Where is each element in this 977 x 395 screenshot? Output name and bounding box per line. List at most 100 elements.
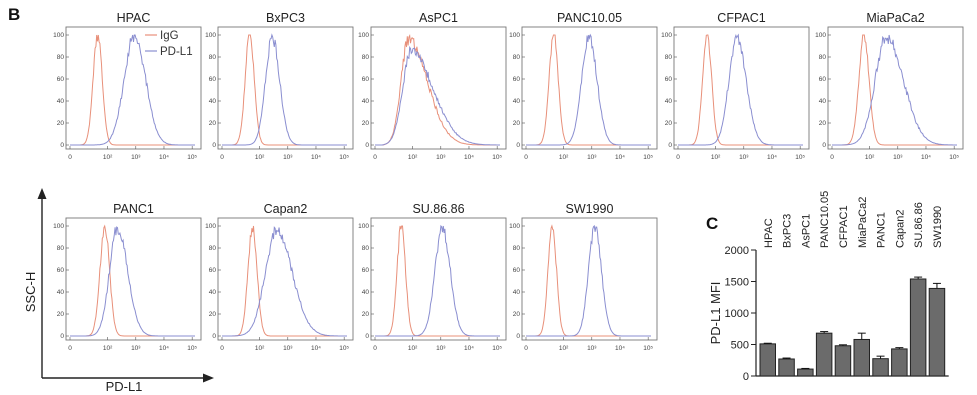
x-tick-label: 10² [408, 154, 418, 161]
y-tick-label: 80 [209, 245, 217, 252]
y-tick-label: 100 [205, 223, 216, 230]
x-tick-label: 10⁴ [464, 154, 474, 161]
histogram-curve-igg-sw1990 [526, 224, 651, 337]
histogram-legend: IgG PD-L1 [145, 30, 193, 58]
y-tick-label: 0 [365, 333, 369, 340]
x-tick-label: 10⁴ [311, 154, 321, 161]
y-tick-label: 100 [358, 223, 369, 230]
x-tick-label: 0 [68, 345, 72, 352]
x-tick-label: 10⁵ [643, 345, 653, 352]
x-tick-label: 0 [68, 154, 72, 161]
histogram-panc10-05: PANC10.05 0 20 40 60 80 100 0 10² 10³ 10⁴ 10⁵ [509, 11, 658, 161]
histogram-cfpac1: CFPAC1 0 20 40 60 80 100 0 10² 10³ 10⁴ 10⁵ [661, 11, 810, 161]
bar-miapaca2 [853, 338, 870, 377]
bar-category-label-sw1990: SW1990 [932, 206, 944, 248]
x-tick-label: 10³ [893, 154, 903, 161]
y-tick-label: 60 [362, 267, 370, 274]
y-tick-label: 0 [516, 333, 520, 340]
bar-category-label-panc1: PANC1 [876, 212, 888, 248]
x-tick-label: 10⁴ [615, 154, 625, 161]
x-tick-label: 0 [220, 345, 224, 352]
y-tick-label: 20 [665, 120, 673, 127]
histogram-curve-pd-l1-aspc1 [375, 45, 500, 146]
bar-capan2 [891, 348, 908, 377]
bar-category-label-bxpc3: BxPC3 [782, 214, 794, 248]
y-tick-label: 60 [362, 76, 370, 83]
y-tick-label: 60 [665, 76, 673, 83]
y-tick-label: 80 [209, 54, 217, 61]
bar-category-label-su-86-86: SU.86.86 [913, 202, 925, 248]
y-tick-label: 100 [661, 32, 672, 39]
histogram-curve-igg-panc10-05 [526, 34, 651, 146]
histogram-curve-pd-l1-capan2 [222, 226, 347, 337]
histogram-frame-bxpc3 [217, 26, 354, 150]
x-tick-label: 10⁵ [949, 154, 959, 161]
y-tick-label: 100 [815, 32, 826, 39]
bar-y-tick-label: 2000 [725, 245, 749, 257]
y-tick-label: 0 [516, 142, 520, 149]
x-tick-label: 10⁴ [921, 154, 931, 161]
y-tick-label: 0 [212, 333, 216, 340]
y-tick-label: 60 [57, 76, 65, 83]
y-tick-label: 60 [513, 76, 521, 83]
y-tick-label: 40 [57, 289, 65, 296]
histogram-title-panc1: PANC1 [113, 202, 154, 216]
x-tick-label: 10⁴ [159, 345, 169, 352]
histogram-title-cfpac1: CFPAC1 [717, 11, 765, 25]
y-tick-label: 100 [53, 32, 64, 39]
y-tick-label: 80 [513, 54, 521, 61]
x-tick-label: 10³ [739, 154, 749, 161]
histogram-title-capan2: Capan2 [264, 202, 308, 216]
histogram-curve-pd-l1-panc10-05 [526, 33, 651, 146]
histogram-sw1990: SW1990 0 20 40 60 80 100 0 10² 10³ 10⁴ 10⁵ [509, 202, 658, 352]
bar-category-label-miapaca2: MiaPaCa2 [857, 197, 869, 248]
x-tick-label: 10⁴ [311, 345, 321, 352]
bar-aspc1 [797, 368, 814, 377]
y-tick-label: 100 [205, 32, 216, 39]
gate-y-label: SSC-H [23, 272, 38, 312]
y-tick-label: 20 [819, 120, 827, 127]
histogram-curve-igg-bxpc3 [222, 34, 347, 146]
x-tick-label: 10⁴ [464, 345, 474, 352]
x-tick-label: 10² [865, 154, 875, 161]
histogram-curve-pd-l1-panc1 [70, 226, 195, 337]
histogram-title-su-86-86: SU.86.86 [412, 202, 464, 216]
bar-y-tick-label: 0 [743, 371, 749, 383]
legend-pdl1-label: PD-L1 [160, 46, 193, 58]
x-tick-label: 10³ [436, 345, 446, 352]
x-tick-label: 10⁴ [615, 345, 625, 352]
x-tick-label: 0 [373, 154, 377, 161]
x-tick-label: 10⁴ [767, 154, 777, 161]
y-tick-label: 40 [362, 289, 370, 296]
y-tick-label: 100 [358, 32, 369, 39]
histogram-frame-cfpac1 [673, 26, 810, 150]
histogram-su-86-86: SU.86.86 0 20 40 60 80 100 0 10² 10³ 10⁴ 10⁵ [358, 202, 507, 352]
x-tick-label: 10⁵ [187, 154, 197, 161]
histogram-curve-igg-panc1 [70, 224, 195, 337]
histogram-curve-pd-l1-su-86-86 [375, 224, 500, 337]
legend-igg-label: IgG [160, 30, 179, 42]
x-tick-label: 10⁵ [339, 345, 349, 352]
y-tick-label: 0 [60, 142, 64, 149]
x-tick-label: 0 [524, 154, 528, 161]
gating-axes: SSC-H PD-L1 [23, 188, 214, 394]
x-tick-label: 10³ [131, 154, 141, 161]
bar-y-tick-label: 1500 [725, 277, 749, 289]
x-tick-label: 0 [830, 154, 834, 161]
x-tick-label: 0 [220, 154, 224, 161]
histogram-bxpc3: BxPC3 0 20 40 60 80 100 0 10² 10³ 10⁴ 10⁵ [205, 11, 354, 161]
histogram-title-sw1990: SW1990 [566, 202, 614, 216]
y-tick-label: 40 [209, 289, 217, 296]
y-tick-label: 20 [209, 120, 217, 127]
histogram-curve-igg-aspc1 [375, 34, 500, 146]
x-tick-label: 10² [711, 154, 721, 161]
bar-hpac [759, 343, 776, 377]
histogram-frame-panc1 [65, 217, 202, 341]
x-tick-label: 10⁵ [492, 345, 502, 352]
y-tick-label: 100 [53, 223, 64, 230]
bar-category-label-panc10-05: PANC10.05 [819, 191, 831, 248]
histogram-curve-pd-l1-sw1990 [526, 224, 651, 337]
y-tick-label: 60 [209, 267, 217, 274]
histogram-panc1: PANC1 0 20 40 60 80 100 0 10² 10³ 10⁴ 10⁵ [53, 202, 202, 352]
